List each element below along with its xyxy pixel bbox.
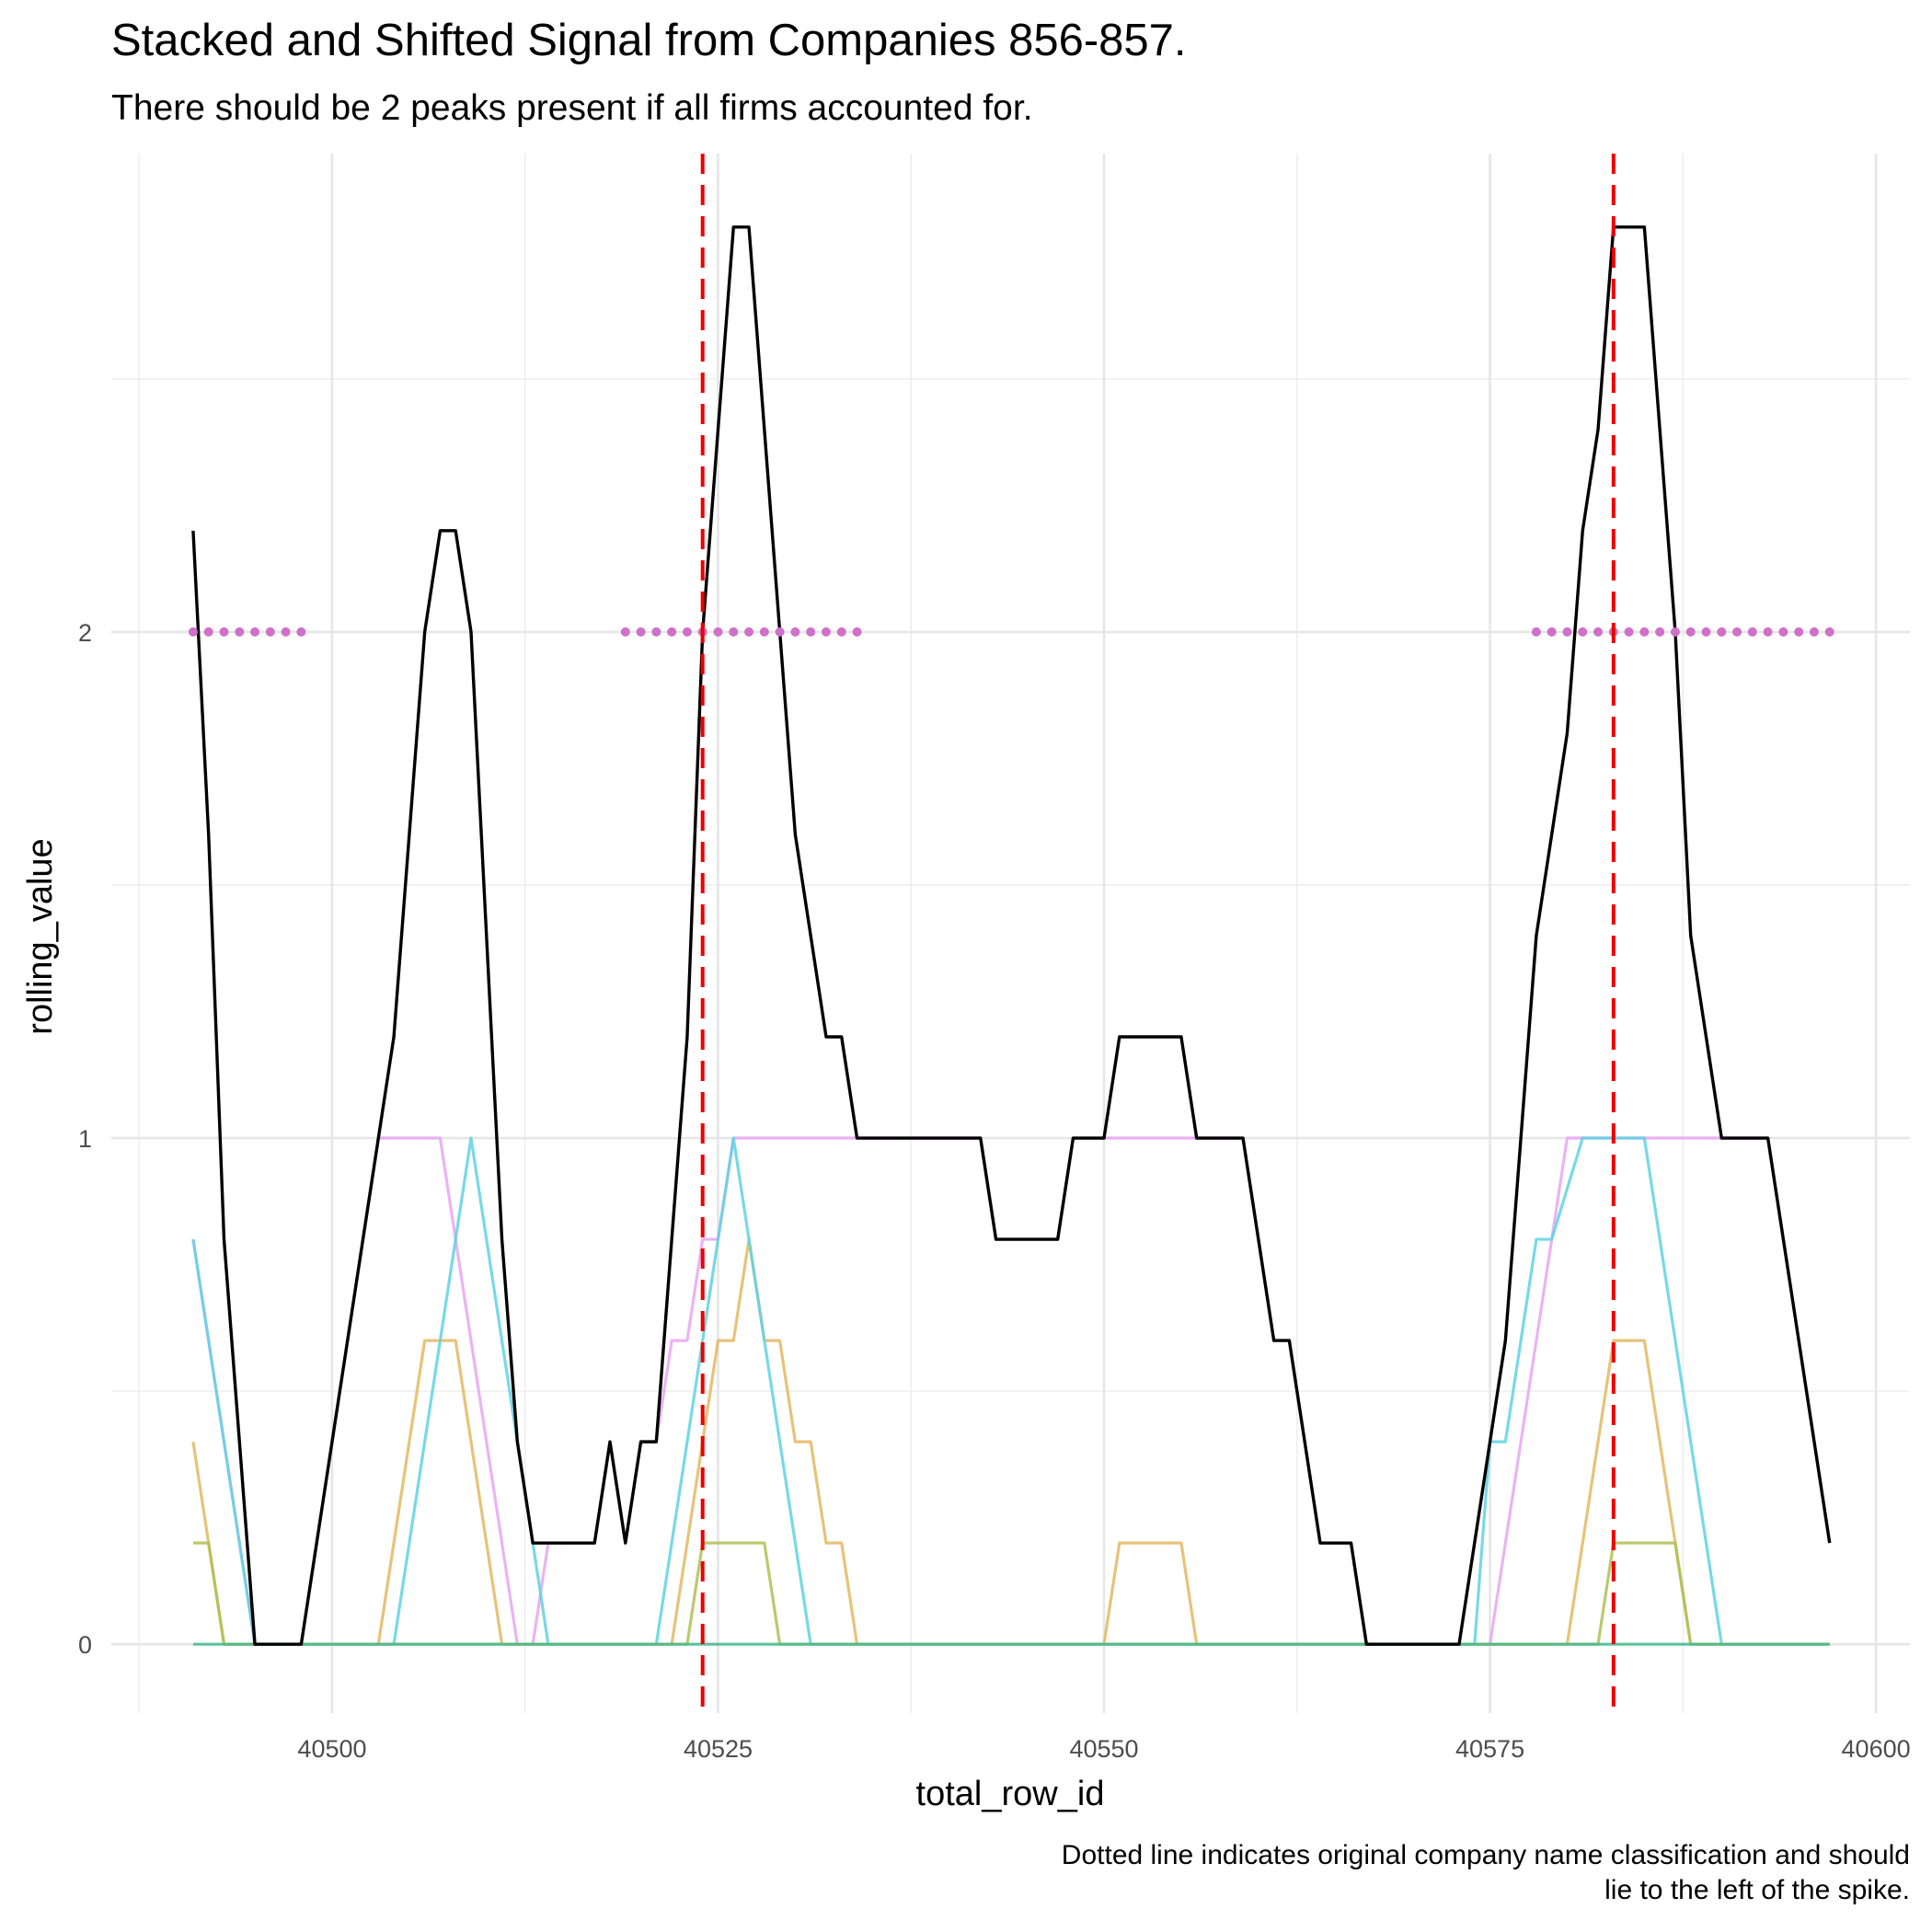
dot [806, 627, 816, 637]
dot [744, 627, 754, 637]
dot [1655, 627, 1665, 637]
x-tick-label: 40550 [1069, 1735, 1138, 1763]
dot [203, 627, 213, 637]
dot [821, 627, 831, 637]
dot [1747, 627, 1757, 637]
chart-title: Stacked and Shifted Signal from Companie… [111, 16, 1187, 65]
dot [729, 627, 739, 637]
caption: Dotted line indicates original company n… [1062, 1840, 1910, 1870]
chart-subtitle: There should be 2 peaks present if all f… [111, 88, 1033, 128]
dot [1701, 627, 1711, 637]
dot [281, 627, 291, 637]
dot [852, 627, 862, 637]
dot [636, 627, 646, 637]
dot [836, 627, 846, 637]
dot [1824, 627, 1834, 637]
y-tick-label: 1 [78, 1125, 92, 1153]
y-tick-label: 0 [78, 1631, 92, 1659]
x-tick-label: 40600 [1842, 1735, 1911, 1763]
dot [219, 627, 229, 637]
dot [759, 627, 769, 637]
dot [1670, 627, 1680, 637]
dot [1685, 627, 1696, 637]
dot [1732, 627, 1742, 637]
dot [713, 627, 723, 637]
dot [296, 627, 306, 637]
series-line [191, 225, 1832, 1646]
dot [1794, 627, 1804, 637]
dot [265, 627, 275, 637]
x-tick-label: 40500 [297, 1735, 366, 1763]
series-line [191, 1237, 1830, 1646]
dot [1547, 627, 1557, 637]
dot [1531, 627, 1541, 637]
y-axis-title: rolling_value [21, 838, 60, 1034]
dot [1624, 627, 1634, 637]
dot [1763, 627, 1773, 637]
dot [667, 627, 677, 637]
dot [790, 627, 800, 637]
x-axis-title: total_row_id [916, 1775, 1105, 1813]
dot [235, 627, 245, 637]
dot [1778, 627, 1788, 637]
dot [620, 627, 630, 637]
caption: lie to the left of the spike. [1604, 1875, 1910, 1905]
dot [1578, 627, 1588, 637]
x-tick-label: 40575 [1455, 1735, 1524, 1763]
series-line [192, 1541, 1830, 1646]
dot [250, 627, 260, 637]
dot [1717, 627, 1727, 637]
dot [188, 627, 198, 637]
dot [1639, 627, 1650, 637]
dot [1593, 627, 1604, 637]
dot [651, 627, 661, 637]
dot [1809, 627, 1819, 637]
y-tick-label: 2 [78, 619, 92, 647]
dot [682, 627, 692, 637]
dot [1562, 627, 1572, 637]
x-tick-label: 40525 [684, 1735, 753, 1763]
dot [775, 627, 785, 637]
